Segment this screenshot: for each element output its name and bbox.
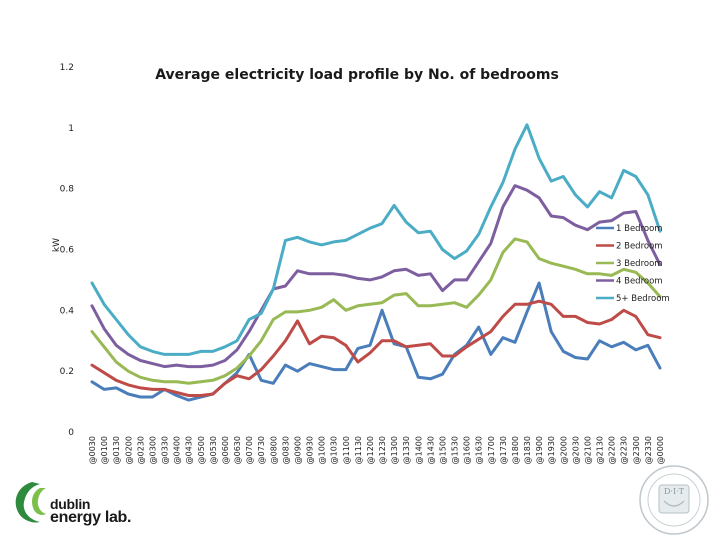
legend-label: 4 Bedroom: [616, 277, 663, 287]
x-tick-label: @0230: [136, 436, 145, 464]
y-tick-label: 1.2: [60, 63, 74, 73]
x-tick-label: @2000: [559, 436, 568, 464]
series-line-5: [90, 123, 662, 356]
x-tick-label: @1700: [487, 436, 496, 464]
x-tick-label: @0000: [656, 436, 665, 464]
series-line-2: [90, 299, 662, 397]
series-line-1: [90, 281, 662, 402]
swoosh-logo-icon: [15, 482, 46, 523]
x-tick-label: @0430: [185, 436, 194, 464]
y-tick-label: 0.2: [60, 367, 74, 377]
x-tick-label: @0400: [173, 436, 182, 464]
y-axis-label: kW: [52, 238, 62, 252]
y-tick-label: 1: [68, 124, 74, 134]
x-axis-ticks: @0030 @0100 @0130 @0200 @0230 @0300 @0330 @0400…: [88, 436, 665, 464]
x-tick-label: @1800: [511, 436, 520, 464]
y-axis-ticks: 0 0.2 0.4 0.6 0.8 1 1.2: [60, 63, 75, 438]
x-tick-label: @1100: [342, 436, 351, 464]
legend-label: 5+ Bedroom: [616, 294, 670, 304]
x-tick-label: @1830: [523, 436, 532, 464]
x-tick-label: @1130: [354, 436, 363, 464]
dublin-energy-lab-logo: dublin energy lab.: [10, 476, 150, 528]
x-tick-label: @0030: [88, 436, 97, 464]
x-tick-label: @0130: [112, 436, 121, 464]
x-tick-label: @0200: [124, 436, 133, 464]
x-tick-label: @1530: [451, 436, 460, 464]
x-tick-label: @1300: [390, 436, 399, 464]
y-tick-label: 0.8: [60, 185, 75, 195]
x-tick-label: @1730: [499, 436, 508, 464]
x-tick-label: @0830: [281, 436, 290, 464]
y-tick-label: 0.4: [60, 306, 75, 316]
series-line-3: [90, 237, 662, 385]
x-tick-label: @1330: [402, 436, 411, 464]
x-tick-label: @0600: [221, 436, 230, 464]
x-tick-label: @0930: [306, 436, 315, 464]
x-tick-label: @0800: [269, 436, 278, 464]
x-tick-label: @0630: [233, 436, 242, 464]
legend: 1 Bedroom 2 Bedroom 3 Bedroom 4 Bedroom 5+ B…: [596, 224, 670, 304]
x-tick-label: @0330: [161, 436, 170, 464]
x-tick-label: @0700: [245, 436, 254, 464]
logo-text-line2: energy lab.: [50, 509, 132, 526]
x-tick-label: @1900: [535, 436, 544, 464]
x-tick-label: @1430: [426, 436, 435, 464]
x-tick-label: @2330: [644, 436, 653, 464]
legend-label: 2 Bedroom: [616, 242, 663, 252]
x-tick-label: @0730: [257, 436, 266, 464]
series-lines: [90, 123, 662, 402]
legend-label: 1 Bedroom: [616, 224, 663, 234]
x-tick-label: @1930: [547, 436, 556, 464]
x-tick-label: @1600: [463, 436, 472, 464]
x-tick-label: @1200: [366, 436, 375, 464]
x-tick-label: @0530: [209, 436, 218, 464]
x-tick-label: @2130: [596, 436, 605, 464]
x-tick-label: @0100: [100, 436, 109, 464]
x-tick-label: @1000: [318, 436, 327, 464]
x-tick-label: @1030: [330, 436, 339, 464]
x-tick-label: @1500: [438, 436, 447, 464]
x-tick-label: @2230: [620, 436, 629, 464]
x-tick-label: @2300: [632, 436, 641, 464]
x-tick-label: @2030: [571, 436, 580, 464]
x-tick-label: @2200: [608, 436, 617, 464]
x-tick-label: @0500: [197, 436, 206, 464]
x-tick-label: @0300: [148, 436, 157, 464]
x-tick-label: @1400: [414, 436, 423, 464]
y-tick-label: 0.6: [60, 246, 75, 256]
x-tick-label: @2100: [583, 436, 592, 464]
x-tick-label: @1230: [378, 436, 387, 464]
dit-seal-icon: D·I·T: [639, 465, 709, 535]
legend-label: 3 Bedroom: [616, 259, 663, 269]
logo-text-line1: dublin: [50, 496, 91, 512]
y-tick-label: 0: [68, 428, 74, 438]
seal-text: D·I·T: [664, 487, 685, 496]
series-line-4: [90, 184, 662, 369]
x-tick-label: @0900: [293, 436, 302, 464]
x-tick-label: @1630: [475, 436, 484, 464]
chart-title: Average electricity load profile by No. …: [155, 67, 559, 83]
